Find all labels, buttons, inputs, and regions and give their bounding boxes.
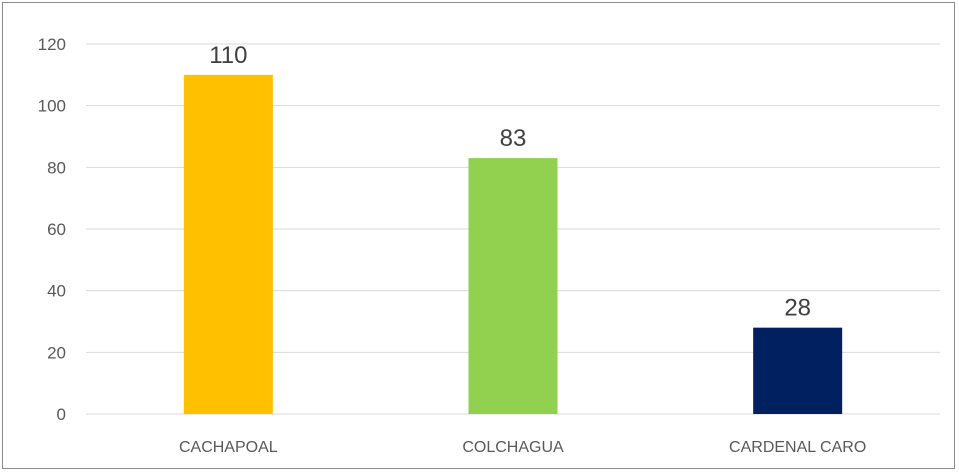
x-axis-category-labels: CACHAPOAL COLCHAGUA CARDENAL CARO	[179, 439, 866, 456]
bar-colchagua	[468, 158, 558, 414]
y-tick-label: 80	[47, 158, 66, 177]
y-tick-label: 100	[38, 97, 66, 116]
category-label: CACHAPOAL	[179, 439, 278, 456]
y-tick-label: 40	[47, 282, 66, 301]
data-label: 110	[209, 42, 247, 69]
data-labels: 110 83 28	[209, 42, 811, 322]
bars	[183, 74, 843, 414]
y-tick-label: 20	[47, 343, 66, 362]
y-tick-label: 60	[47, 220, 66, 239]
y-axis-tick-labels: 0 20 40 60 80 100 120	[38, 35, 66, 424]
bar-cardenal-caro	[753, 327, 843, 414]
y-tick-label: 120	[38, 35, 66, 54]
y-tick-label: 0	[57, 405, 66, 424]
data-label: 28	[784, 295, 811, 322]
category-label: COLCHAGUA	[462, 439, 564, 456]
category-label: CARDENAL CARO	[729, 439, 866, 456]
bar-cachapoal	[183, 74, 273, 414]
data-label: 83	[500, 125, 527, 152]
